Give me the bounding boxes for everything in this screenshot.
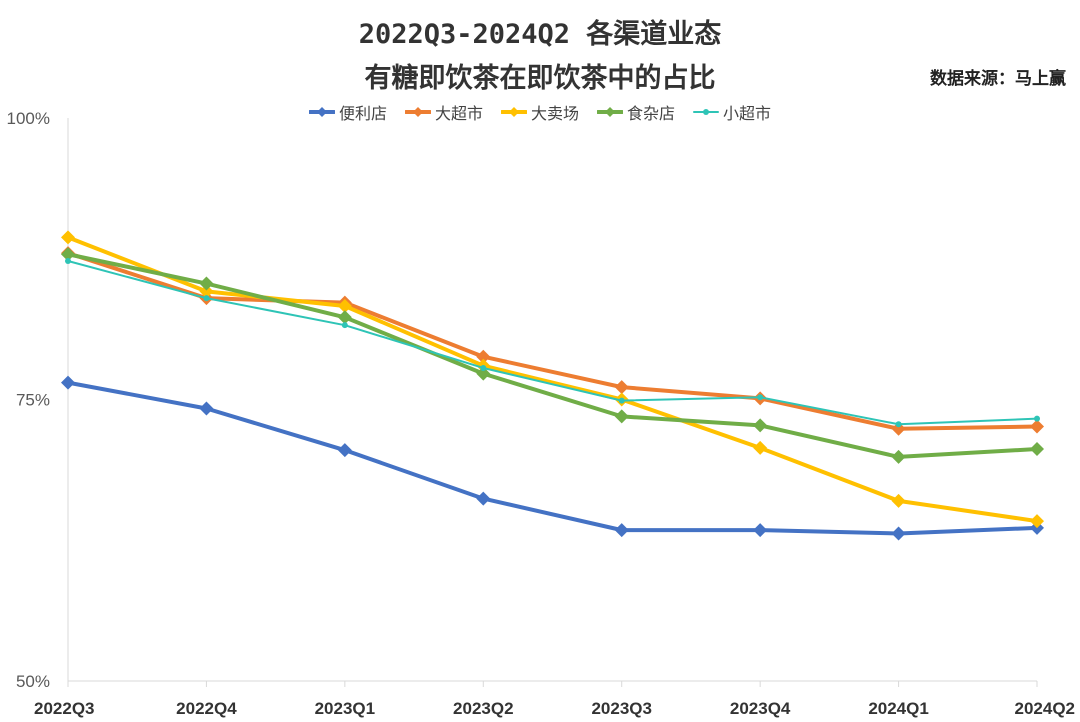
- data-point-便利店: [891, 526, 906, 541]
- data-point-食杂店: [337, 310, 352, 325]
- legend-item-小超市: 小超市: [693, 100, 771, 124]
- x-tick-label: 2022Q4: [176, 699, 237, 718]
- legend-label: 便利店: [338, 104, 387, 123]
- data-point-大卖场: [199, 284, 214, 299]
- legend-label: 食杂店: [627, 104, 676, 123]
- series-line-便利店: [66, 380, 1039, 536]
- legend-label: 大卖场: [530, 104, 579, 123]
- data-point-便利店: [476, 491, 491, 506]
- y-tick-label: 50%: [16, 672, 50, 691]
- data-point-大卖场: [337, 299, 352, 314]
- data-point-食杂店: [1030, 442, 1044, 457]
- x-tick-label: 2023Q2: [453, 699, 514, 718]
- series-line-大超市: [66, 251, 1039, 431]
- data-point-小超市: [618, 397, 625, 404]
- data-point-小超市: [203, 295, 210, 302]
- data-point-大卖场: [753, 440, 768, 455]
- data-point-便利店: [199, 401, 214, 416]
- data-point-便利店: [753, 523, 768, 538]
- legend-item-大卖场: 大卖场: [500, 100, 579, 124]
- chart-title-line-1: 2022Q3-2024Q2 各渠道业态: [358, 19, 722, 50]
- data-point-大超市: [891, 421, 906, 436]
- data-point-小超市: [1034, 415, 1040, 422]
- data-point-大超市: [614, 380, 629, 395]
- data-point-食杂店: [199, 276, 214, 291]
- data-point-便利店: [614, 523, 629, 538]
- x-tick-label: 2023Q3: [591, 699, 652, 718]
- legend-item-大超市: 大超市: [404, 100, 483, 124]
- data-point-便利店: [337, 443, 352, 458]
- x-tick-label: 2023Q1: [315, 699, 376, 718]
- data-point-小超市: [480, 364, 487, 371]
- x-tick-label: 2024Q2: [1015, 699, 1076, 718]
- data-point-食杂店: [614, 409, 629, 424]
- data-point-大卖场: [61, 230, 75, 245]
- legend-swatch: [693, 109, 720, 115]
- legend-swatch: [404, 107, 431, 117]
- data-point-大卖场: [891, 493, 906, 508]
- data-point-大超市: [1030, 419, 1044, 434]
- chart-legend: 便利店 大超市 大卖场 食杂店 小超市: [0, 100, 1080, 124]
- data-point-食杂店: [476, 366, 491, 381]
- data-point-小超市: [341, 322, 348, 329]
- data-point-大卖场: [1030, 514, 1044, 529]
- x-tick-label: 2022Q3: [34, 699, 95, 718]
- legend-item-便利店: 便利店: [308, 100, 387, 124]
- x-tick-label: 2023Q4: [730, 699, 791, 718]
- data-point-大超市: [476, 349, 491, 364]
- chart-title-line-2: 有糖即饮茶在即饮茶中的占比: [364, 63, 716, 94]
- series-line-小超市: [67, 260, 1038, 426]
- legend-label: 大超市: [434, 104, 483, 123]
- legend-swatch: [597, 107, 623, 117]
- series-line-大卖场: [66, 235, 1039, 524]
- x-tick-label: 2024Q1: [868, 699, 929, 718]
- y-tick-label: 75%: [16, 391, 50, 410]
- legend-swatch: [308, 107, 335, 117]
- data-point-食杂店: [753, 418, 768, 433]
- data-point-小超市: [65, 258, 71, 265]
- legend-label: 小超市: [723, 104, 772, 123]
- series-line-食杂店: [66, 252, 1039, 459]
- y-tick-label: 100%: [7, 109, 50, 128]
- data-point-食杂店: [61, 247, 75, 262]
- data-point-便利店: [61, 375, 75, 390]
- data-point-食杂店: [891, 449, 906, 464]
- data-source-note: 数据来源：马上赢: [930, 69, 1066, 89]
- data-point-小超市: [895, 421, 902, 428]
- legend-swatch: [500, 107, 527, 117]
- legend-item-食杂店: 食杂店: [597, 100, 675, 124]
- data-point-小超市: [757, 394, 764, 401]
